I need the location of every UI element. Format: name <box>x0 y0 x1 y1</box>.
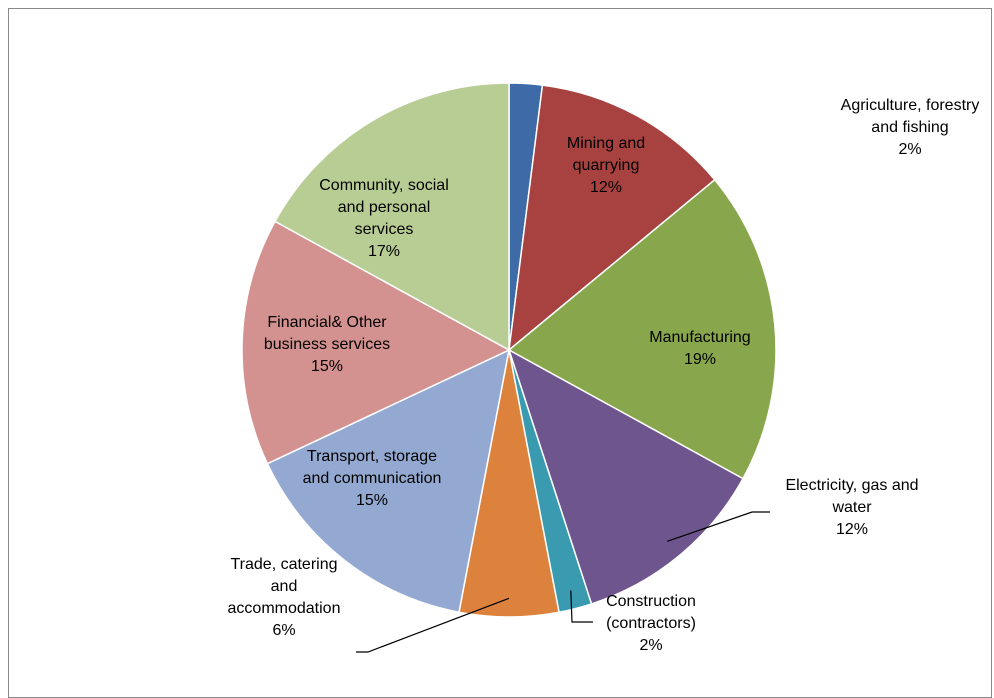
slice-label-9: Community, social and personal services 17% <box>319 177 449 260</box>
slice-value-label: 2% <box>639 637 662 654</box>
slice-name-line: Construction <box>606 593 696 610</box>
slice-name-line: and communication <box>303 470 442 487</box>
pie-slice-4 <box>507 348 744 605</box>
slice-name-line: Trade, catering <box>230 556 337 573</box>
slice-name-line: accommodation <box>228 600 341 617</box>
pie-slice-3 <box>507 178 777 480</box>
slice-label-2: Mining and quarrying 12% <box>567 135 645 196</box>
slice-name-line: Electricity, gas and <box>785 477 918 494</box>
leader-line-5 <box>570 590 593 623</box>
pie-slices <box>241 82 777 618</box>
slice-label-5: Construction (contractors) 2% <box>606 593 696 654</box>
slice-value-label: 12% <box>836 521 868 538</box>
pie-slice-9 <box>274 82 510 352</box>
pie-slice-2 <box>508 84 716 352</box>
slice-labels: Agriculture, forestry and fishing 2% Mining… <box>228 97 980 654</box>
slice-label-1: Agriculture, forestry and fishing 2% <box>841 97 980 158</box>
slice-name-line: and fishing <box>871 119 948 136</box>
slice-name-line: Financial& Other <box>267 314 387 331</box>
leader-line-4 <box>667 511 770 542</box>
slice-name-line: services <box>355 221 414 238</box>
pie-slice-8 <box>241 220 511 465</box>
slice-label-4: Electricity, gas and water 12% <box>785 477 918 538</box>
slice-label-3: Manufacturing 19% <box>649 329 750 368</box>
slice-name-line: quarrying <box>573 157 640 174</box>
slice-label-8: Financial& Other business services 15% <box>264 314 390 375</box>
slice-name-line: water <box>831 499 872 516</box>
slice-value-label: 2% <box>898 141 921 158</box>
slice-name-line: Agriculture, forestry <box>841 97 980 114</box>
leader-lines <box>356 511 770 653</box>
slice-name-line: and <box>271 578 298 595</box>
slice-value-label: 17% <box>368 243 400 260</box>
slice-value-label: 15% <box>356 492 388 509</box>
slice-name-line: Transport, storage <box>307 448 437 465</box>
slice-value-label: 15% <box>311 358 343 375</box>
slice-value-label: 12% <box>590 179 622 196</box>
slice-name-line: Mining and <box>567 135 645 152</box>
leader-line-6 <box>356 597 510 653</box>
slice-name-line: Manufacturing <box>649 329 750 346</box>
slice-label-7: Transport, storage and communication 15% <box>303 448 442 509</box>
slice-label-6: Trade, catering and accommodation 6% <box>228 556 341 639</box>
slice-name-line: business services <box>264 336 390 353</box>
slice-value-label: 6% <box>272 622 295 639</box>
slice-name-line: and personal <box>338 199 431 216</box>
slice-name-line: (contractors) <box>606 615 696 632</box>
pie-slice-7 <box>266 348 511 614</box>
slice-value-label: 19% <box>684 351 716 368</box>
slice-name-line: Community, social <box>319 177 449 194</box>
